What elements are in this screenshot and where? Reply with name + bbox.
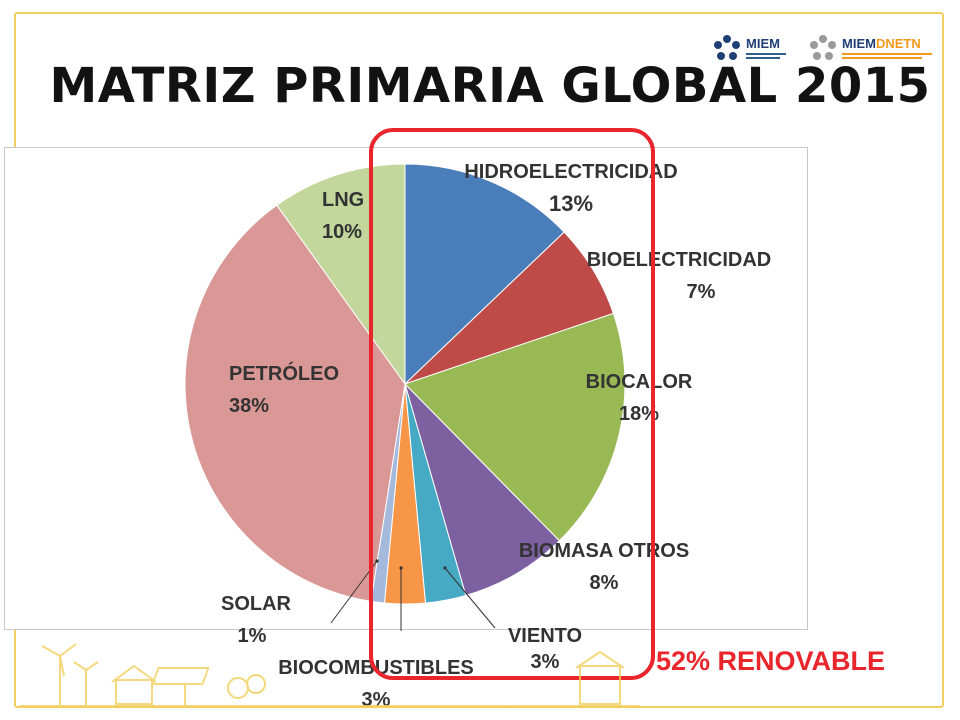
slice-value: 1% bbox=[237, 625, 267, 647]
miem-logo: MIEM bbox=[712, 26, 786, 70]
slice-value: 38% bbox=[229, 395, 270, 417]
slice-value: 10% bbox=[322, 221, 363, 243]
renewable-highlight-box bbox=[369, 128, 655, 680]
slice-value: 8% bbox=[589, 572, 619, 594]
slice-label-hidroelectricidad: HIDROELECTRICIDAD 13% bbox=[426, 156, 716, 220]
slice-name: BIOCALOR bbox=[585, 371, 693, 393]
footer-illustration bbox=[20, 643, 640, 707]
slice-label-petroleo: PETRÓLEO 38% bbox=[229, 358, 339, 422]
slice-name: HIDROELECTRICIDAD bbox=[464, 161, 678, 183]
logo-word-accent: DNETN bbox=[875, 35, 921, 51]
logo-word-part: MIEM bbox=[842, 35, 876, 51]
gear-flower-logo-icon bbox=[810, 35, 836, 60]
pie-chart bbox=[184, 163, 626, 631]
slice-value: 3% bbox=[530, 651, 560, 673]
chart-panel bbox=[4, 147, 808, 631]
slice-value: 7% bbox=[686, 281, 716, 303]
slice-label-biocalor: BIOCALOR 18% bbox=[556, 366, 722, 430]
page-title: MATRIZ PRIMARIA GLOBAL 2015 bbox=[49, 58, 931, 114]
slice-value: 13% bbox=[548, 191, 594, 216]
slice-name: SOLAR bbox=[221, 593, 291, 615]
logo-subtext-lines bbox=[842, 52, 932, 59]
slice-name: BIOMASA OTROS bbox=[518, 540, 690, 562]
leader-line-solar-tip bbox=[375, 559, 379, 563]
miem-dnetn-logo: MIEMDNETN bbox=[808, 26, 932, 70]
slice-label-lng: LNG 10% bbox=[322, 184, 364, 248]
leader-line-viento-tip bbox=[443, 566, 447, 570]
slice-name: PETRÓLEO bbox=[229, 363, 340, 385]
renewable-total-label: 52% RENOVABLE bbox=[656, 646, 886, 676]
slice-value: 18% bbox=[618, 403, 660, 425]
leader-line-viento bbox=[444, 567, 496, 629]
pie-slice-biocalor bbox=[404, 312, 626, 542]
leader-line-biocombustibles-tip bbox=[399, 566, 403, 570]
slice-label-solar: SOLAR 1% bbox=[206, 588, 306, 652]
pie-slice-petroleo bbox=[184, 204, 406, 602]
logo-subtext-lines bbox=[746, 52, 786, 59]
pie-slice-hidroelectricidad bbox=[404, 163, 565, 386]
slice-label-viento: VIENTO 3% bbox=[490, 620, 600, 678]
slice-name: BIOELECTRICIDAD bbox=[586, 249, 772, 271]
miem-logo-text: MIEM bbox=[746, 35, 780, 51]
miem-dnetn-logo-text: MIEMDNETN bbox=[842, 36, 932, 51]
slice-name: LNG bbox=[322, 189, 365, 211]
slice-label-bioelectricidad: BIOELECTRICIDAD 7% bbox=[552, 244, 806, 308]
gear-flower-logo-icon bbox=[714, 35, 740, 60]
slice-name: VIENTO bbox=[507, 625, 583, 647]
slice-label-biomasa-otros: BIOMASA OTROS 8% bbox=[486, 535, 722, 599]
